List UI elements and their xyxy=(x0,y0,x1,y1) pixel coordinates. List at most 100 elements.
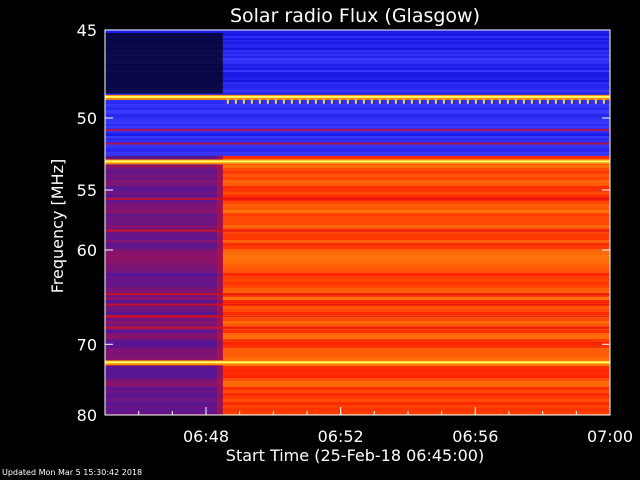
heatmap-channel xyxy=(222,336,610,339)
heatmap-channel xyxy=(222,183,610,186)
heatmap-channel xyxy=(222,165,610,168)
heatmap-channel xyxy=(222,375,610,378)
heatmap-channel xyxy=(105,405,223,408)
heatmap-rfi-line xyxy=(105,326,610,329)
heatmap-channel xyxy=(105,318,223,321)
heatmap-comb-tick xyxy=(258,98,261,104)
updated-timestamp: Updated Mon Mar 5 15:30:42 2018 xyxy=(2,468,143,477)
heatmap-channel xyxy=(105,192,223,195)
heatmap-comb-tick xyxy=(562,98,565,104)
heatmap-channel xyxy=(105,252,223,255)
heatmap-channel xyxy=(222,306,610,309)
heatmap-channel xyxy=(105,390,223,393)
heatmap-channel xyxy=(222,261,610,264)
heatmap-channel xyxy=(222,180,610,183)
heatmap-bright-line xyxy=(105,361,610,364)
heatmap-channel xyxy=(105,267,223,270)
heatmap-comb-tick xyxy=(426,98,429,104)
y-tick-label: 80 xyxy=(77,406,97,425)
heatmap-comb-tick xyxy=(418,98,421,104)
y-tick-label: 55 xyxy=(77,181,97,200)
heatmap-channel xyxy=(222,237,610,240)
heatmap-channel xyxy=(105,258,223,261)
heatmap-channel xyxy=(222,228,610,231)
heatmap-channel xyxy=(105,174,223,177)
heatmap-channel xyxy=(105,112,610,114)
heatmap-channel xyxy=(105,120,610,122)
heatmap-channel xyxy=(222,369,610,372)
heatmap-channel xyxy=(105,210,223,213)
heatmap-channel xyxy=(105,339,223,342)
heatmap-comb-tick xyxy=(274,98,277,104)
heatmap-channel xyxy=(105,282,223,285)
heatmap-channel xyxy=(222,384,610,387)
heatmap-channel xyxy=(105,165,223,168)
heatmap-channel xyxy=(105,122,610,124)
heatmap-channel xyxy=(222,273,610,276)
heatmap-comb-tick xyxy=(442,98,445,104)
heatmap-channel xyxy=(105,108,610,110)
heatmap-channel xyxy=(105,225,223,228)
x-axis-label: Start Time (25-Feb-18 06:45:00) xyxy=(226,446,484,465)
heatmap-comb-tick xyxy=(450,98,453,104)
heatmap-rfi-line xyxy=(105,128,610,131)
heatmap-channel xyxy=(105,408,223,411)
heatmap-comb-tick xyxy=(402,98,405,104)
heatmap-comb-tick xyxy=(594,98,597,104)
heatmap-channel xyxy=(222,249,610,252)
heatmap-channel xyxy=(105,237,223,240)
heatmap-channel xyxy=(222,300,610,303)
heatmap-channel xyxy=(222,192,610,195)
heatmap-channel xyxy=(105,140,610,142)
heatmap-channel xyxy=(222,333,610,336)
heatmap-channel xyxy=(105,134,610,136)
heatmap-channel xyxy=(222,345,610,348)
heatmap-rfi-line xyxy=(105,197,610,200)
y-tick-label: 70 xyxy=(77,335,97,354)
heatmap-channel xyxy=(105,369,223,372)
heatmap-channel xyxy=(105,285,223,288)
heatmap-channel xyxy=(105,132,610,134)
heatmap-comb-tick xyxy=(586,98,589,104)
heatmap-channel xyxy=(105,114,610,116)
heatmap-channel xyxy=(105,207,223,210)
heatmap-channel xyxy=(105,366,223,369)
heatmap-channel xyxy=(105,345,223,348)
heatmap-bright-line xyxy=(105,95,610,98)
heatmap-onset-edge xyxy=(216,155,223,415)
heatmap-channel xyxy=(222,285,610,288)
heatmap-channel xyxy=(222,195,610,198)
heatmap-channel xyxy=(105,276,223,279)
heatmap-comb-tick xyxy=(458,98,461,104)
heatmap-channel xyxy=(105,30,610,32)
heatmap-channel xyxy=(105,72,610,74)
heatmap-channel xyxy=(105,231,223,234)
heatmap-comb-tick xyxy=(506,98,509,104)
heatmap-channel xyxy=(105,44,610,46)
heatmap-channel xyxy=(222,399,610,402)
heatmap-channel xyxy=(105,42,610,44)
heatmap-channel xyxy=(105,118,610,120)
heatmap-channel xyxy=(105,240,223,243)
heatmap-channel xyxy=(222,339,610,342)
heatmap-channel xyxy=(105,330,223,333)
heatmap-channel xyxy=(105,399,223,402)
heatmap-comb-tick xyxy=(330,98,333,104)
heatmap-channel xyxy=(222,252,610,255)
heatmap-comb-tick xyxy=(522,98,525,104)
heatmap-comb-tick xyxy=(394,98,397,104)
x-tick-label: 06:48 xyxy=(183,427,229,446)
heatmap-channel xyxy=(105,34,610,36)
heatmap-channel xyxy=(222,297,610,300)
heatmap-quiet-patch xyxy=(105,33,223,94)
heatmap-channel xyxy=(105,156,223,159)
heatmap-comb-tick xyxy=(354,98,357,104)
heatmap-channel xyxy=(105,62,610,64)
heatmap-channel xyxy=(105,146,610,148)
heatmap-channel xyxy=(105,291,223,294)
x-tick-label: 06:56 xyxy=(452,427,498,446)
heatmap-channel xyxy=(105,294,223,297)
heatmap-comb-tick xyxy=(602,98,605,104)
heatmap-channel xyxy=(222,321,610,324)
heatmap-channel xyxy=(105,58,610,60)
